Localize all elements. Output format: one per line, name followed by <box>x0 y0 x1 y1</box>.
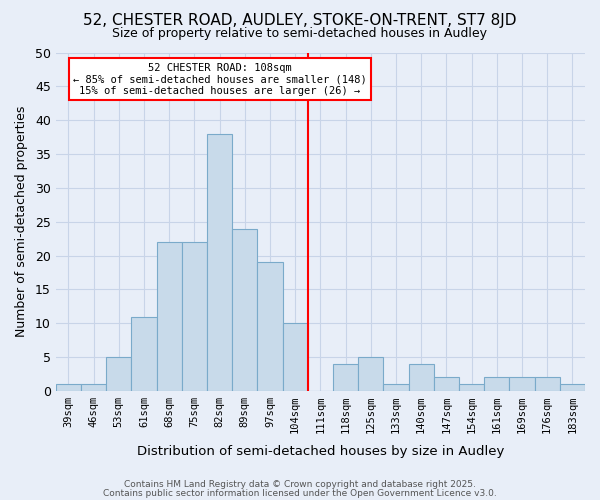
Bar <box>56 384 81 391</box>
Bar <box>81 384 106 391</box>
Bar <box>383 384 409 391</box>
X-axis label: Distribution of semi-detached houses by size in Audley: Distribution of semi-detached houses by … <box>137 444 504 458</box>
Bar <box>535 378 560 391</box>
Bar <box>257 262 283 391</box>
Y-axis label: Number of semi-detached properties: Number of semi-detached properties <box>15 106 28 338</box>
Text: Size of property relative to semi-detached houses in Audley: Size of property relative to semi-detach… <box>113 28 487 40</box>
Bar <box>434 378 459 391</box>
Bar <box>131 316 157 391</box>
Bar <box>409 364 434 391</box>
Bar <box>560 384 585 391</box>
Bar <box>182 242 207 391</box>
Bar <box>106 357 131 391</box>
Bar <box>333 364 358 391</box>
Bar <box>459 384 484 391</box>
Bar <box>283 324 308 391</box>
Bar <box>358 357 383 391</box>
Text: Contains HM Land Registry data © Crown copyright and database right 2025.: Contains HM Land Registry data © Crown c… <box>124 480 476 489</box>
Bar <box>484 378 509 391</box>
Text: 52 CHESTER ROAD: 108sqm
← 85% of semi-detached houses are smaller (148)
15% of s: 52 CHESTER ROAD: 108sqm ← 85% of semi-de… <box>73 62 367 96</box>
Bar <box>232 228 257 391</box>
Text: Contains public sector information licensed under the Open Government Licence v3: Contains public sector information licen… <box>103 489 497 498</box>
Bar <box>207 134 232 391</box>
Bar <box>509 378 535 391</box>
Text: 52, CHESTER ROAD, AUDLEY, STOKE-ON-TRENT, ST7 8JD: 52, CHESTER ROAD, AUDLEY, STOKE-ON-TRENT… <box>83 12 517 28</box>
Bar <box>157 242 182 391</box>
